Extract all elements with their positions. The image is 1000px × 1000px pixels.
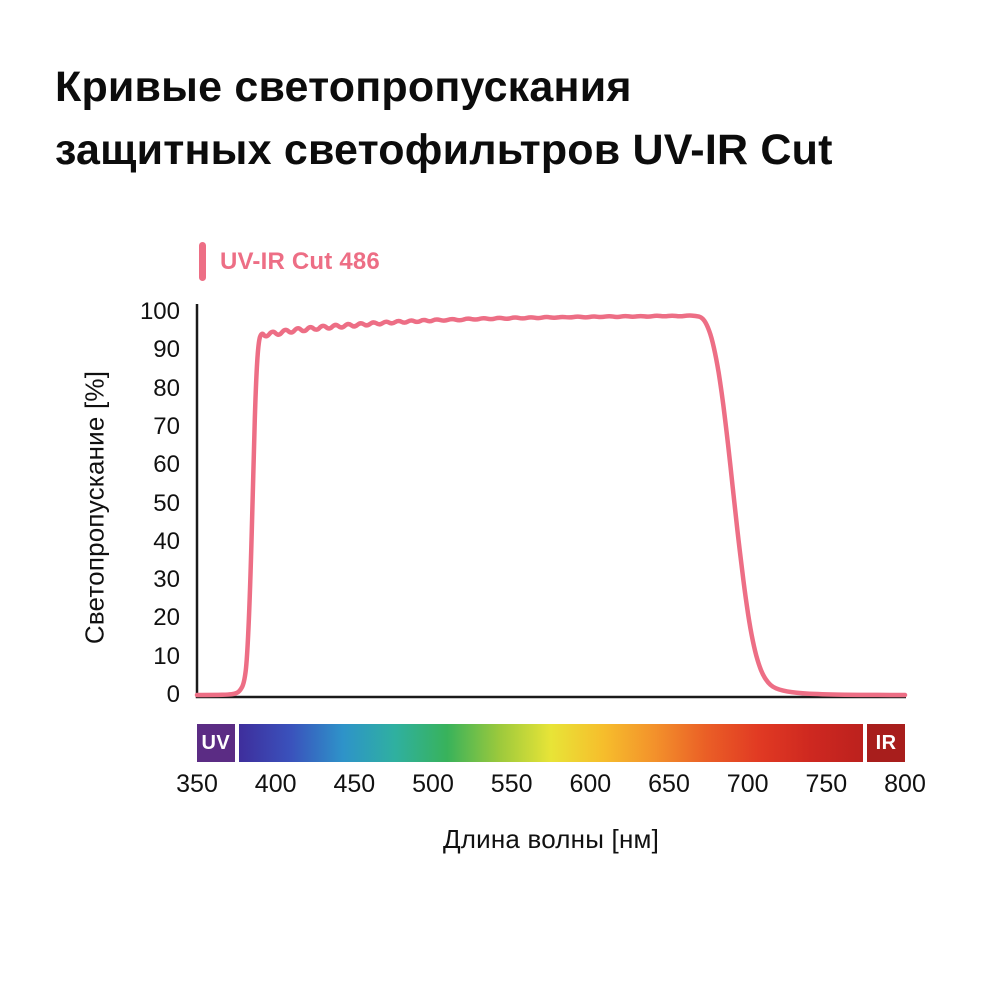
- y-tick-label: 10: [153, 642, 180, 670]
- x-tick-label: 600: [569, 770, 612, 798]
- wavelength-spectrum-bar: UV IR: [0, 724, 1000, 762]
- series-curve: [194, 313, 908, 698]
- ir-band-label: IR: [875, 731, 897, 754]
- y-tick-label: 70: [153, 412, 180, 440]
- x-tick-label: 550: [490, 770, 533, 798]
- x-tick-label: 800: [884, 770, 926, 798]
- x-tick-label: 500: [412, 770, 454, 798]
- y-tick-label: 80: [153, 374, 180, 402]
- x-tick-label: 650: [648, 770, 690, 798]
- y-tick-label: 0: [166, 681, 180, 708]
- page-title-line1: Кривые светопропускания: [55, 63, 632, 111]
- x-tick-label: 350: [176, 770, 218, 798]
- x-tick-label: 450: [333, 770, 376, 798]
- x-tick-label: 400: [254, 770, 297, 798]
- x-axis-title: Длина волны [нм]: [442, 824, 660, 854]
- x-tick-label: 700: [726, 770, 769, 798]
- axis-lines: [195, 304, 906, 699]
- y-tick-label: 60: [153, 451, 180, 479]
- chart-legend: UV-IR Cut 486: [199, 242, 380, 281]
- visible-spectrum-gradient: [238, 724, 864, 762]
- page-title-line2: защитных светофильтров UV-IR Cut: [55, 126, 833, 175]
- page-title: Кривые светопропускания защитных светофи…: [55, 56, 833, 182]
- x-tick-label: 750: [805, 770, 848, 798]
- uv-band-label: UV: [201, 731, 231, 754]
- y-tick-label: 50: [153, 489, 180, 517]
- ir-band: IR: [867, 724, 905, 762]
- y-tick-label: 20: [153, 604, 180, 632]
- uv-band: UV: [197, 724, 235, 762]
- x-axis-tick-labels: 350 400 450 500 550 600 650 700 750 800: [0, 770, 1000, 800]
- y-tick-label: 90: [153, 336, 180, 364]
- y-tick-label: 30: [153, 566, 180, 594]
- legend-color-swatch: [199, 242, 206, 281]
- y-axis-tick-labels: 0 10 20 30 40 50 60 70 80 90 100: [0, 0, 200, 1000]
- legend-series-label: UV-IR Cut 486: [220, 247, 380, 275]
- y-tick-label: 100: [139, 298, 180, 325]
- y-tick-label: 40: [153, 527, 180, 555]
